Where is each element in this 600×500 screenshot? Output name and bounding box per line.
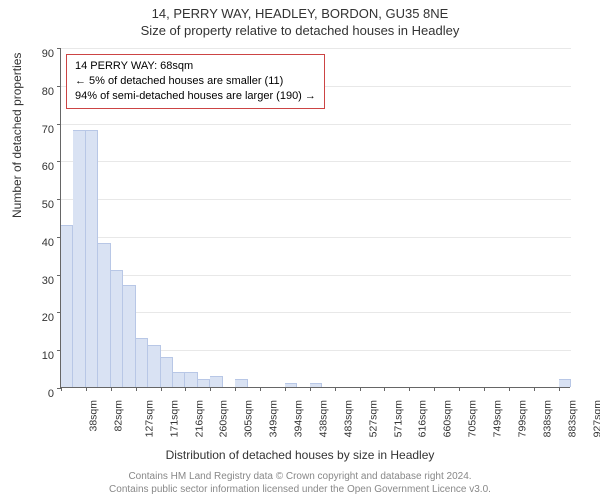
histogram-bar <box>285 383 297 387</box>
xtick-mark <box>111 387 112 391</box>
histogram-bar <box>235 379 247 387</box>
xtick-label: 82sqm <box>112 400 124 432</box>
ytick-label: 50 <box>42 199 54 211</box>
xtick-mark <box>61 387 62 391</box>
ytick-label: 90 <box>42 48 54 60</box>
annotation-line-1: 14 PERRY WAY: 68sqm <box>75 59 316 74</box>
xtick-label: 260sqm <box>218 400 230 437</box>
ytick-label: 30 <box>42 275 54 287</box>
ytick-mark <box>57 161 61 162</box>
xtick-label: 483sqm <box>342 400 354 437</box>
xtick-label: 571sqm <box>392 400 404 437</box>
chart-area: 14 PERRY WAY: 68sqm ← 5% of detached hou… <box>60 48 570 388</box>
footer: Contains HM Land Registry data © Crown c… <box>0 470 600 496</box>
xtick-label: 883sqm <box>566 400 578 437</box>
histogram-bar <box>173 372 185 387</box>
ytick-label: 60 <box>42 161 54 173</box>
histogram-bar <box>310 383 322 387</box>
y-axis-label: Number of detached properties <box>10 53 24 218</box>
histogram-bar <box>161 357 173 387</box>
grid-line <box>61 237 571 238</box>
xtick-label: 349sqm <box>268 400 280 437</box>
xtick-label: 38sqm <box>88 400 100 432</box>
xtick-mark <box>335 387 336 391</box>
ytick-mark <box>57 199 61 200</box>
xtick-label: 838sqm <box>541 400 553 437</box>
grid-line <box>61 48 571 49</box>
xtick-mark <box>285 387 286 391</box>
footer-line-1: Contains HM Land Registry data © Crown c… <box>0 470 600 483</box>
ytick-label: 70 <box>42 124 54 136</box>
ytick-label: 80 <box>42 86 54 98</box>
grid-line <box>61 312 571 313</box>
histogram-bar <box>210 376 222 387</box>
ytick-mark <box>57 124 61 125</box>
grid-line <box>61 275 571 276</box>
histogram-bar <box>73 130 85 387</box>
title-line-1: 14, PERRY WAY, HEADLEY, BORDON, GU35 8NE <box>0 0 600 21</box>
x-axis-label: Distribution of detached houses by size … <box>0 448 600 462</box>
histogram-bar <box>148 345 160 387</box>
xtick-mark <box>260 387 261 391</box>
histogram-bar <box>136 338 148 387</box>
xtick-mark <box>409 387 410 391</box>
xtick-mark <box>161 387 162 391</box>
xtick-mark <box>235 387 236 391</box>
xtick-label: 660sqm <box>442 400 454 437</box>
ytick-mark <box>57 86 61 87</box>
xtick-mark <box>484 387 485 391</box>
xtick-mark <box>459 387 460 391</box>
xtick-mark <box>310 387 311 391</box>
xtick-mark <box>559 387 560 391</box>
xtick-label: 749sqm <box>491 400 503 437</box>
ytick-label: 10 <box>42 350 54 362</box>
xtick-label: 527sqm <box>367 400 379 437</box>
histogram-bar <box>86 130 98 387</box>
ytick-mark <box>57 48 61 49</box>
xtick-label: 616sqm <box>417 400 429 437</box>
xtick-label: 438sqm <box>317 400 329 437</box>
histogram-bar <box>111 270 123 387</box>
annotation-line-3: 94% of semi-detached houses are larger (… <box>75 89 316 104</box>
chart-container: 14, PERRY WAY, HEADLEY, BORDON, GU35 8NE… <box>0 0 600 500</box>
histogram-bar <box>123 285 135 387</box>
xtick-label: 394sqm <box>292 400 304 437</box>
xtick-label: 127sqm <box>143 400 155 437</box>
xtick-mark <box>136 387 137 391</box>
xtick-label: 216sqm <box>193 400 205 437</box>
xtick-mark <box>360 387 361 391</box>
ytick-label: 40 <box>42 237 54 249</box>
histogram-bar <box>185 372 197 387</box>
histogram-bar <box>61 225 73 387</box>
xtick-label: 799sqm <box>516 400 528 437</box>
xtick-label: 705sqm <box>467 400 479 437</box>
grid-line <box>61 199 571 200</box>
ytick-label: 20 <box>42 312 54 324</box>
annotation-line-2: ← 5% of detached houses are smaller (11) <box>75 74 316 89</box>
histogram-bar <box>198 379 210 387</box>
annotation-box: 14 PERRY WAY: 68sqm ← 5% of detached hou… <box>66 54 325 109</box>
title-line-2: Size of property relative to detached ho… <box>0 21 600 38</box>
histogram-bar <box>98 243 110 387</box>
xtick-label: 171sqm <box>168 400 180 437</box>
xtick-mark <box>384 387 385 391</box>
grid-line <box>61 124 571 125</box>
xtick-label: 305sqm <box>243 400 255 437</box>
grid-line <box>61 161 571 162</box>
xtick-mark <box>509 387 510 391</box>
xtick-label: 927sqm <box>591 400 600 437</box>
xtick-mark <box>434 387 435 391</box>
xtick-mark <box>185 387 186 391</box>
ytick-label: 0 <box>48 388 54 400</box>
xtick-mark <box>534 387 535 391</box>
xtick-mark <box>210 387 211 391</box>
footer-line-2: Contains public sector information licen… <box>0 483 600 496</box>
histogram-bar <box>559 379 571 387</box>
xtick-mark <box>86 387 87 391</box>
